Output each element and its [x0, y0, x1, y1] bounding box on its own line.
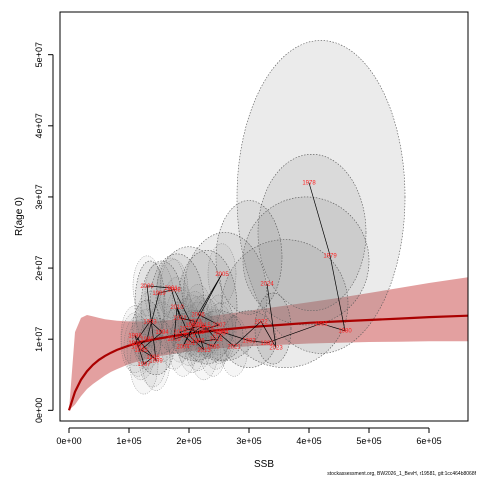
uncertainty-ellipse [155, 246, 223, 347]
year-label: 1999 [149, 359, 163, 365]
fit-band-layer [69, 277, 468, 411]
y-tick-label: 1e+07 [34, 327, 44, 352]
year-label: 2007 [212, 323, 226, 329]
year-label: 2002 [173, 316, 187, 322]
footer-credit: stockassessment.org, BW2026_1_BevH, r195… [327, 471, 476, 477]
x-tick-label: 2e+05 [176, 436, 201, 446]
uncertainty-ellipse [215, 200, 283, 315]
plot-frame [59, 11, 469, 422]
x-tick-label: 3e+05 [236, 436, 261, 446]
year-label: 1988 [167, 287, 181, 293]
x-tick-label: 4e+05 [296, 436, 321, 446]
year-label: 1978 [302, 181, 316, 187]
year-label: 2013 [197, 348, 211, 354]
year-label: 1983 [242, 339, 256, 345]
year-label: 2019 [191, 324, 205, 330]
year-label: 2021 [227, 344, 241, 350]
year-label: 1992 [128, 341, 142, 347]
fit-line [67, 314, 468, 411]
year-label: 2022 [254, 319, 268, 325]
x-tick-label: 1e+05 [116, 436, 141, 446]
year-label: 2023 [269, 346, 283, 352]
uncertainty-ellipse [137, 317, 175, 376]
uncertainty-ellipse [221, 239, 349, 368]
uncertainty-ellipse [134, 260, 166, 347]
uncertainty-ellipse [236, 40, 406, 354]
y-tick-label: 4e+07 [34, 113, 44, 138]
y-axis: 0e+00 1e+07 2e+07 3e+07 4e+07 5e+07 [34, 42, 54, 423]
year-label: 2009 [167, 337, 181, 343]
year-label: 1979 [323, 253, 337, 259]
year-label: 1991 [131, 344, 145, 350]
year-label: 1981 [314, 322, 328, 328]
y-tick-label: 2e+07 [34, 255, 44, 280]
x-axis-label: SSB [254, 459, 274, 470]
year-label: 1980 [338, 329, 352, 335]
year-label: 1996 [146, 355, 160, 361]
y-tick-label: 3e+07 [34, 184, 44, 209]
x-tick-label: 0e+00 [56, 436, 81, 446]
year-label: 2010 [170, 305, 184, 311]
year-label: 2014 [182, 334, 196, 340]
year-label: 1998 [128, 334, 142, 340]
year-label: 1990 [140, 337, 154, 343]
year-label: 1985 [206, 344, 220, 350]
year-label: 1989 [152, 291, 166, 297]
fit-line-layer [67, 314, 468, 411]
year-label: 2006 [191, 312, 205, 318]
year-label: 1986 [191, 339, 205, 345]
year-label: 1994 [155, 330, 169, 336]
fit-confidence-band [69, 277, 468, 411]
year-label: 2018 [173, 330, 187, 336]
y-axis-label: R(age 0) [14, 197, 25, 236]
year-label: 2000 [140, 284, 154, 290]
uncertainty-ellipse [257, 153, 367, 312]
uncertainty-ellipse [194, 310, 244, 361]
year-path [134, 182, 346, 365]
y-tick-label: 5e+07 [34, 42, 44, 67]
year-label: 1982 [260, 341, 274, 347]
year-label: 1997 [137, 362, 151, 368]
year-label: 2024 [260, 282, 274, 288]
year-label: 2020 [212, 332, 226, 338]
year-label: 2004 [176, 344, 190, 350]
x-tick-label: 6e+05 [416, 436, 441, 446]
year-label: 2017 [185, 341, 199, 347]
year-label: 2012 [191, 330, 205, 336]
year-label: 1993 [143, 319, 157, 325]
year-label: 2015 [197, 323, 211, 329]
year-label: 2011 [180, 327, 194, 333]
year-label: 1987 [185, 323, 199, 329]
y-tick-label: 0e+00 [34, 398, 44, 423]
year-label: 2016 [209, 337, 223, 343]
year-label: 1995 [134, 348, 148, 354]
year-label: 2008 [200, 327, 214, 333]
year-label: 2001 [164, 286, 178, 292]
year-label: 2005 [215, 272, 229, 278]
point-uncertainty-ellipse [207, 243, 237, 304]
year-label: 1984 [215, 330, 229, 336]
x-axis: 0e+00 1e+05 2e+05 3e+05 4e+05 5e+05 6e+05 [56, 427, 442, 446]
year-label: 2003 [188, 319, 202, 325]
x-tick-label: 5e+05 [356, 436, 381, 446]
year-path-layer [134, 182, 346, 365]
